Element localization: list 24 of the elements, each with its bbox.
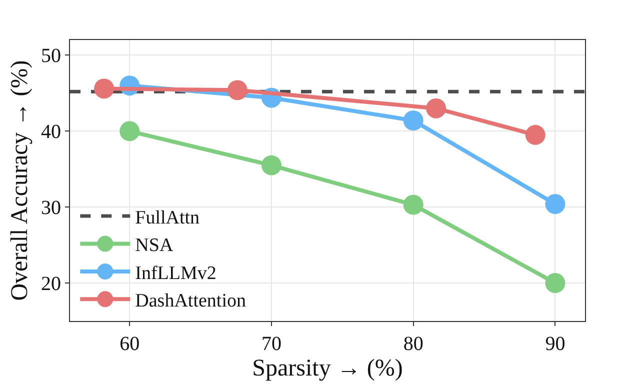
legend-label: InfLLMv2	[135, 262, 216, 284]
legend-label: NSA	[135, 235, 174, 256]
point	[120, 121, 140, 142]
point	[403, 110, 424, 130]
point	[261, 155, 282, 176]
point	[545, 273, 566, 294]
y-axis-title: Overall Accuracy → (%)	[7, 60, 34, 301]
point	[525, 124, 546, 145]
legend-label: FullAttn	[135, 207, 200, 228]
legend-label: DashAttention	[135, 290, 246, 312]
y-tick-label: 20	[41, 273, 61, 296]
point	[426, 98, 446, 118]
point	[403, 194, 424, 215]
y-tick-label: 30	[41, 197, 61, 220]
x-tick-label: 70	[261, 333, 282, 355]
x-axis-title: Sparsity → (%)	[252, 355, 403, 382]
y-tick-label: 40	[41, 121, 61, 144]
point	[545, 194, 566, 214]
x-tick-label: 90	[545, 333, 566, 355]
x-tick-label: 80	[403, 333, 424, 355]
point	[94, 78, 114, 99]
y-tick-label: 50	[41, 45, 61, 68]
x-tick-label: 60	[120, 333, 140, 355]
point	[227, 80, 248, 100]
